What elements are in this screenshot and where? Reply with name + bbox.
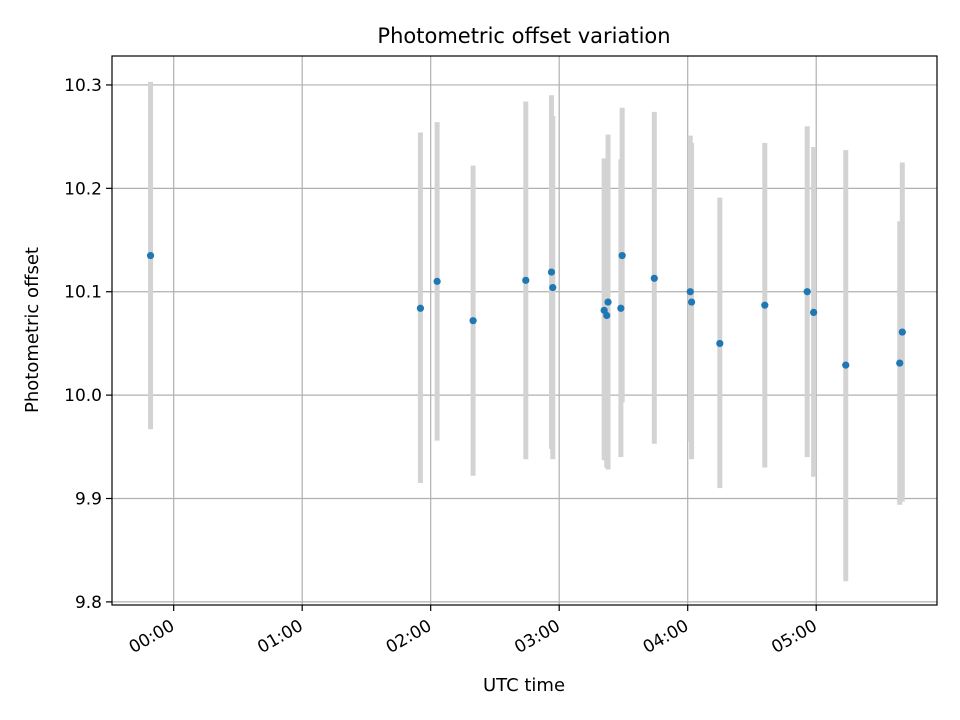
y-tick-label: 10.0 [64, 386, 102, 406]
plot-frame [111, 55, 938, 606]
data-point [618, 251, 626, 260]
data-point [896, 359, 904, 367]
y-tick-layer: 9.8 9.9 10.0 10.1 10.2 10.3 [64, 76, 112, 613]
point-layer [146, 251, 906, 369]
y-tick-label: 10.2 [64, 179, 102, 199]
data-point [810, 308, 818, 317]
x-axis-label: UTC time [483, 675, 565, 696]
data-point [547, 268, 556, 276]
y-tick-label: 9.9 [75, 490, 102, 510]
data-point [803, 288, 811, 296]
y-axis-label: Photometric offset [22, 247, 43, 413]
data-point [842, 361, 850, 369]
data-point [650, 274, 658, 282]
data-point [603, 311, 611, 320]
y-tick-label: 10.3 [64, 76, 102, 96]
data-point [416, 304, 425, 312]
data-point [469, 317, 477, 325]
data-point [522, 276, 530, 284]
y-tick-label: 10.1 [64, 283, 102, 303]
data-point [617, 304, 625, 312]
data-point [604, 298, 612, 306]
data-point [146, 251, 155, 260]
data-point [433, 277, 441, 285]
data-point [687, 298, 696, 306]
y-tick-label: 9.8 [75, 593, 102, 613]
data-point [686, 288, 694, 296]
data-point [549, 283, 557, 292]
data-point [761, 301, 769, 309]
chart-title: Photometric offset variation [377, 24, 670, 48]
data-point [898, 328, 906, 336]
data-point [716, 339, 724, 348]
